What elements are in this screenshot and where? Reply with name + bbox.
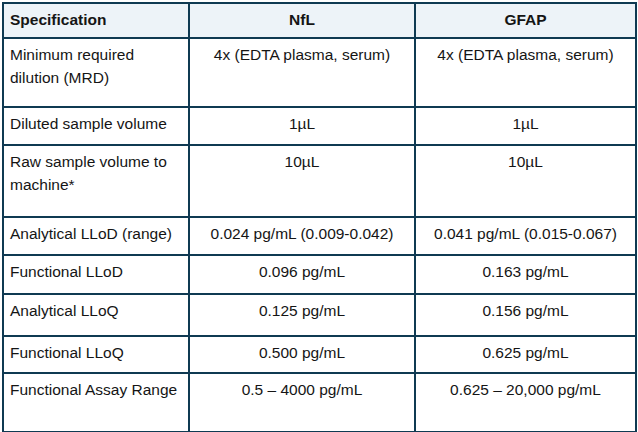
- table-row: Analytical LLoQ0.125 pg/mL0.156 pg/mL: [3, 294, 636, 336]
- table-row: Functional LLoD0.096 pg/mL0.163 pg/mL: [3, 255, 636, 294]
- page: Specification NfL GFAP Minimum required …: [0, 0, 638, 432]
- nfl-cell: 0.125 pg/mL: [189, 294, 415, 336]
- nfl-cell: 1µL: [189, 107, 415, 145]
- column-header-specification: Specification: [3, 3, 189, 38]
- table-row: Minimum required dilution (MRD)4x (EDTA …: [3, 38, 636, 107]
- table-body: Minimum required dilution (MRD)4x (EDTA …: [3, 38, 636, 432]
- assay-specification-table: Specification NfL GFAP Minimum required …: [2, 2, 637, 432]
- gfap-cell: 0.625 pg/mL: [415, 336, 636, 373]
- spec-cell: Functional Assay Range: [3, 373, 189, 432]
- nfl-cell: 0.024 pg/mL (0.009-0.042): [189, 217, 415, 255]
- gfap-cell: 0.041 pg/mL (0.015-0.067): [415, 217, 636, 255]
- header-row: Specification NfL GFAP: [3, 3, 636, 38]
- table-row: Functional LLoQ0.500 pg/mL0.625 pg/mL: [3, 336, 636, 373]
- nfl-cell: 0.096 pg/mL: [189, 255, 415, 294]
- table-row: Diluted sample volume1µL1µL: [3, 107, 636, 145]
- gfap-cell: 0.163 pg/mL: [415, 255, 636, 294]
- gfap-cell: 0.625 – 20,000 pg/mL: [415, 373, 636, 432]
- spec-cell: Raw sample volume to machine*: [3, 145, 189, 217]
- nfl-cell: 0.500 pg/mL: [189, 336, 415, 373]
- spec-cell: Functional LLoQ: [3, 336, 189, 373]
- nfl-cell: 0.5 – 4000 pg/mL: [189, 373, 415, 432]
- spec-cell: Analytical LLoD (range): [3, 217, 189, 255]
- column-header-gfap: GFAP: [415, 3, 636, 38]
- gfap-cell: 0.156 pg/mL: [415, 294, 636, 336]
- gfap-cell: 10µL: [415, 145, 636, 217]
- gfap-cell: 4x (EDTA plasma, serum): [415, 38, 636, 107]
- table-row: Functional Assay Range0.5 – 4000 pg/mL0.…: [3, 373, 636, 432]
- gfap-cell: 1µL: [415, 107, 636, 145]
- nfl-cell: 10µL: [189, 145, 415, 217]
- column-header-nfl: NfL: [189, 3, 415, 38]
- spec-cell: Analytical LLoQ: [3, 294, 189, 336]
- spec-cell: Functional LLoD: [3, 255, 189, 294]
- nfl-cell: 4x (EDTA plasma, serum): [189, 38, 415, 107]
- table-row: Raw sample volume to machine*10µL10µL: [3, 145, 636, 217]
- spec-cell: Minimum required dilution (MRD): [3, 38, 189, 107]
- spec-cell: Diluted sample volume: [3, 107, 189, 145]
- table-row: Analytical LLoD (range)0.024 pg/mL (0.00…: [3, 217, 636, 255]
